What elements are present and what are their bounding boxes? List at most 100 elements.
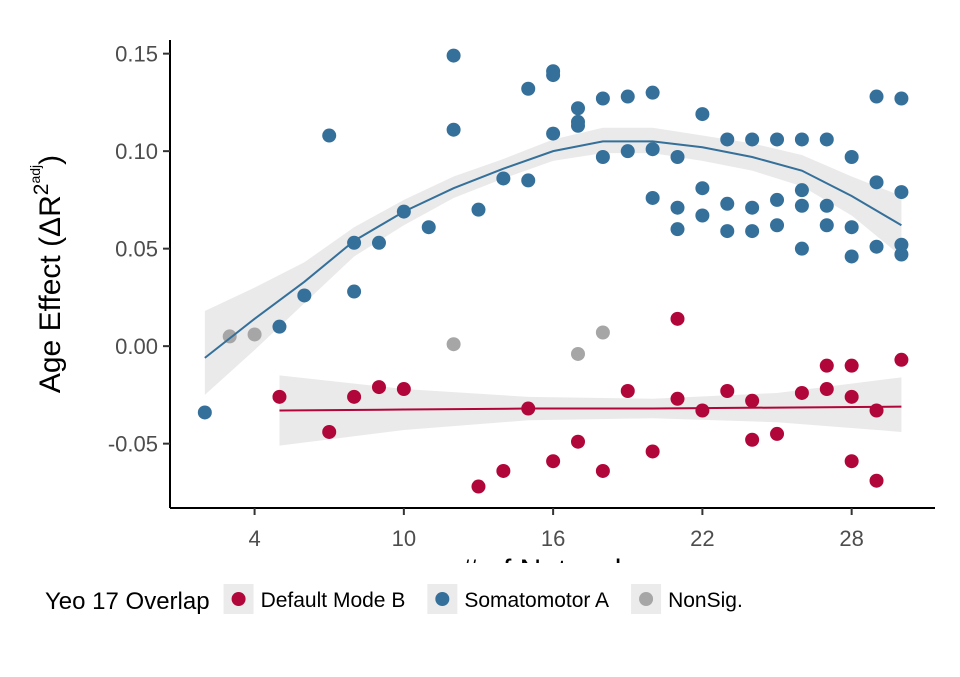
data-point	[844, 389, 859, 404]
data-point	[695, 403, 710, 418]
x-tick-label: 10	[392, 526, 416, 551]
data-point	[794, 183, 809, 198]
data-point	[322, 424, 337, 439]
data-point	[720, 196, 735, 211]
data-point	[695, 208, 710, 223]
y-title-sup-sub: adj	[27, 165, 43, 184]
data-point	[620, 384, 635, 398]
data-point	[496, 463, 511, 478]
data-point	[819, 358, 834, 373]
data-point	[745, 224, 760, 239]
data-point	[595, 91, 610, 106]
legend: Yeo 17 Overlap Default Mode B Somatomotor…	[45, 584, 743, 615]
data-point	[371, 380, 386, 395]
data-point	[745, 393, 760, 408]
data-point	[695, 181, 710, 196]
data-point	[794, 385, 809, 400]
x-tick-label: 22	[690, 526, 714, 551]
legend-label: NonSig.	[668, 589, 743, 612]
y-title-sup: 2	[30, 184, 53, 196]
y-tick-label: 0.05	[115, 237, 158, 262]
data-point	[521, 81, 536, 96]
data-point	[869, 175, 884, 190]
data-point	[869, 89, 884, 104]
data-point	[446, 48, 461, 63]
data-point	[770, 218, 785, 233]
x-tick-label: 28	[839, 526, 863, 551]
data-point	[645, 190, 660, 205]
data-point	[546, 68, 561, 83]
data-point	[571, 346, 585, 361]
data-point	[645, 142, 660, 157]
data-point	[496, 171, 511, 186]
data-point	[670, 200, 685, 215]
data-point	[297, 288, 312, 303]
data-point	[894, 91, 909, 106]
y-title-close: )	[34, 155, 67, 165]
data-point	[595, 463, 610, 478]
data-point	[844, 358, 859, 373]
data-point	[347, 284, 362, 299]
legend-title: Yeo 17 Overlap	[45, 588, 210, 615]
data-point	[571, 434, 585, 449]
data-point	[272, 319, 287, 334]
data-point	[844, 220, 859, 235]
data-point	[322, 128, 337, 143]
data-point	[794, 241, 809, 256]
data-point	[521, 173, 536, 188]
data-point	[396, 382, 411, 397]
data-point	[869, 473, 884, 488]
legend-label: Somatomotor A	[464, 589, 609, 612]
y-title-text: Age Effect (ΔR	[34, 195, 67, 393]
y-tick-label: 0.15	[115, 42, 158, 67]
data-point	[695, 107, 710, 122]
legend-marker	[639, 592, 654, 606]
data-point	[819, 198, 834, 213]
data-point	[819, 132, 834, 147]
data-point	[571, 118, 585, 133]
data-point	[645, 444, 660, 459]
data-point	[770, 426, 785, 441]
data-point	[844, 454, 859, 469]
data-point	[894, 237, 909, 252]
data-point	[894, 185, 909, 200]
data-point	[819, 382, 834, 397]
confidence-band	[279, 375, 902, 446]
data-point	[670, 311, 685, 326]
data-point	[844, 150, 859, 164]
data-point	[571, 101, 585, 116]
data-point	[720, 384, 735, 398]
data-point	[272, 389, 287, 404]
y-tick-label: 0.00	[115, 334, 158, 359]
data-point	[421, 220, 436, 235]
legend-marker	[435, 592, 450, 606]
data-point	[869, 239, 884, 254]
data-point	[371, 235, 386, 250]
y-tick-label: 0.10	[115, 139, 158, 164]
data-point	[620, 89, 635, 104]
data-point	[894, 352, 909, 367]
data-point	[794, 132, 809, 147]
data-point	[670, 150, 685, 164]
legend-background	[0, 563, 960, 672]
data-point	[620, 144, 635, 159]
data-point	[720, 224, 735, 239]
data-point	[197, 405, 212, 420]
data-point	[670, 391, 685, 406]
data-point	[546, 454, 561, 469]
y-tick-label: -0.05	[108, 432, 158, 457]
data-point	[247, 327, 262, 342]
y-axis-title: Age Effect (ΔR2adj)	[27, 155, 67, 393]
fit-line	[279, 405, 902, 412]
data-point	[546, 126, 561, 141]
data-point	[595, 325, 610, 340]
data-point	[819, 218, 834, 233]
data-point	[869, 403, 884, 418]
data-point	[670, 222, 685, 237]
data-point	[347, 389, 362, 404]
data-point	[446, 337, 461, 352]
data-point	[745, 432, 760, 447]
x-tick-label: 16	[541, 526, 565, 551]
